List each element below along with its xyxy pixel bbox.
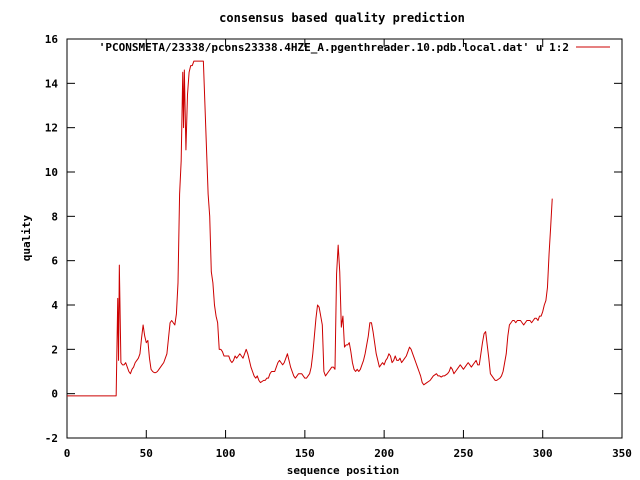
series-line bbox=[67, 60, 553, 397]
y-tick-label: 12 bbox=[45, 122, 58, 135]
y-tick-label: -2 bbox=[45, 432, 58, 445]
legend: 'PCONSMETA/23338/pcons23338.4HZE_A.pgent… bbox=[99, 41, 610, 54]
x-tick-label: 300 bbox=[533, 447, 553, 460]
y-tick-label: 10 bbox=[45, 166, 58, 179]
y-tick-label: 4 bbox=[51, 299, 58, 312]
x-tick-label: 100 bbox=[216, 447, 236, 460]
y-tick-label: 16 bbox=[45, 33, 59, 46]
chart-title: consensus based quality prediction bbox=[219, 11, 465, 25]
x-tick-label: 250 bbox=[453, 447, 473, 460]
y-tick-label: 6 bbox=[51, 255, 58, 268]
x-axis: 0 50 100 150 200 250 300 350 bbox=[64, 39, 632, 460]
y-tick-label: 0 bbox=[51, 388, 58, 401]
x-tick-label: 200 bbox=[374, 447, 394, 460]
x-tick-label: 350 bbox=[612, 447, 632, 460]
legend-label: 'PCONSMETA/23338/pcons23338.4HZE_A.pgent… bbox=[99, 41, 569, 54]
plot-frame bbox=[66, 38, 623, 439]
y-tick-label: 14 bbox=[45, 77, 59, 90]
y-tick-label: 8 bbox=[51, 210, 58, 223]
y-axis-label: quality bbox=[20, 214, 33, 261]
y-tick-label: 2 bbox=[51, 343, 58, 356]
x-tick-label: 50 bbox=[140, 447, 153, 460]
x-axis-label: sequence position bbox=[287, 464, 400, 477]
x-tick-label: 0 bbox=[64, 447, 71, 460]
y-axis: -2 0 2 4 6 8 10 12 14 16 bbox=[45, 33, 622, 445]
series-layer bbox=[67, 60, 553, 397]
x-tick-label: 150 bbox=[295, 447, 315, 460]
